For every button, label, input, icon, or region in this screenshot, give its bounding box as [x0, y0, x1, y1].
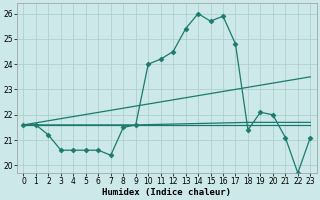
X-axis label: Humidex (Indice chaleur): Humidex (Indice chaleur) — [102, 188, 231, 197]
